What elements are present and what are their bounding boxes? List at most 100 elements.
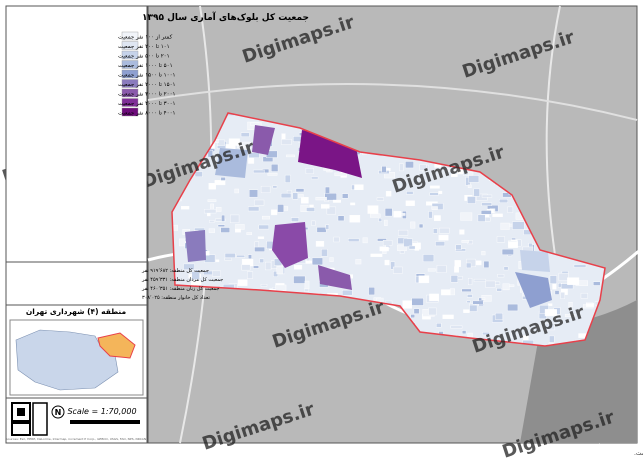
- qr-codes: [11, 402, 48, 436]
- block: [277, 204, 284, 213]
- block: [306, 207, 315, 212]
- block: [301, 197, 309, 204]
- block: [220, 227, 230, 233]
- block: [497, 274, 505, 278]
- block: [250, 122, 262, 126]
- block: [235, 224, 245, 230]
- block: [321, 204, 330, 209]
- block: [191, 271, 200, 280]
- legend-swatch: [121, 60, 139, 69]
- block: [483, 260, 490, 268]
- block: [568, 301, 573, 308]
- block: [495, 312, 503, 320]
- block: [252, 125, 275, 155]
- block: [293, 275, 306, 284]
- block: [454, 260, 461, 267]
- block: [306, 257, 311, 264]
- block: [315, 241, 325, 247]
- block: [593, 281, 601, 286]
- block: [215, 259, 220, 263]
- block: [466, 262, 472, 269]
- block: [234, 188, 239, 194]
- block: [298, 194, 304, 198]
- block: [316, 227, 327, 233]
- block: [217, 224, 225, 227]
- block: [463, 309, 470, 313]
- block: [258, 224, 269, 230]
- block: [342, 193, 349, 199]
- block: [511, 330, 516, 338]
- block: [433, 215, 441, 221]
- block: [429, 185, 440, 189]
- block: [272, 185, 278, 189]
- block: [450, 325, 463, 329]
- block: [224, 253, 236, 258]
- block: [500, 222, 510, 230]
- block: [512, 221, 525, 230]
- block: [276, 266, 284, 275]
- block: [455, 244, 462, 251]
- legend-label: ۱۰۰۱ تا ۱۵۰۰ نفر جمعیت: [118, 73, 176, 79]
- block: [473, 188, 480, 197]
- block: [503, 266, 509, 271]
- scale: Scale = 1:70,000: [67, 407, 136, 416]
- block: [508, 241, 518, 248]
- legend: کمتر از ۱۰۰ نفر جمعیت ۱۰۱ تا ۲۰۰ نفر جمعی…: [118, 31, 176, 117]
- block: [181, 206, 190, 210]
- block: [214, 180, 226, 186]
- block: [406, 191, 414, 195]
- block: [260, 185, 271, 193]
- block: [428, 211, 433, 219]
- block: [413, 308, 420, 314]
- block: [248, 206, 260, 212]
- block: [221, 214, 225, 222]
- block: [438, 190, 443, 195]
- block: [481, 194, 493, 198]
- legend-swatch: [121, 88, 139, 98]
- block: [580, 292, 588, 299]
- block: [315, 197, 327, 201]
- block: [284, 174, 291, 183]
- block: [246, 232, 253, 235]
- region-border: [171, 112, 606, 347]
- block: [207, 149, 213, 158]
- block: [459, 229, 465, 235]
- block: [208, 183, 216, 190]
- block: [461, 288, 472, 292]
- block: [384, 259, 390, 266]
- block: [381, 166, 387, 173]
- block: [433, 228, 438, 234]
- block: [427, 268, 436, 272]
- legend-swatch: [121, 69, 139, 79]
- block: [402, 300, 412, 309]
- block: [305, 168, 314, 174]
- block: [257, 236, 265, 239]
- block: [469, 304, 478, 312]
- block: [549, 275, 557, 284]
- block: [311, 257, 323, 266]
- block: [304, 288, 310, 292]
- block: [585, 303, 595, 307]
- block: [558, 272, 569, 281]
- block: [468, 278, 473, 286]
- block: [230, 214, 240, 223]
- block: [254, 199, 265, 206]
- block: [270, 164, 279, 172]
- block: [480, 210, 492, 215]
- stat: جمعیت کل منطقه: ۹۱۹٬۶۸۲ نفر: [141, 268, 209, 274]
- block: [405, 200, 415, 206]
- block: [408, 245, 416, 250]
- legend-swatch: [121, 50, 139, 60]
- legend-label: ۵۰۱ تا ۱۰۰۰ نفر جمعیت: [118, 63, 173, 69]
- block: [390, 261, 396, 270]
- block: [549, 335, 555, 343]
- block: [431, 206, 438, 210]
- block: [275, 284, 287, 291]
- block: [473, 278, 486, 282]
- block: [260, 283, 268, 287]
- block: [485, 280, 496, 288]
- block: [496, 236, 505, 243]
- block: [449, 288, 455, 296]
- block: [461, 330, 467, 335]
- block: [265, 261, 272, 271]
